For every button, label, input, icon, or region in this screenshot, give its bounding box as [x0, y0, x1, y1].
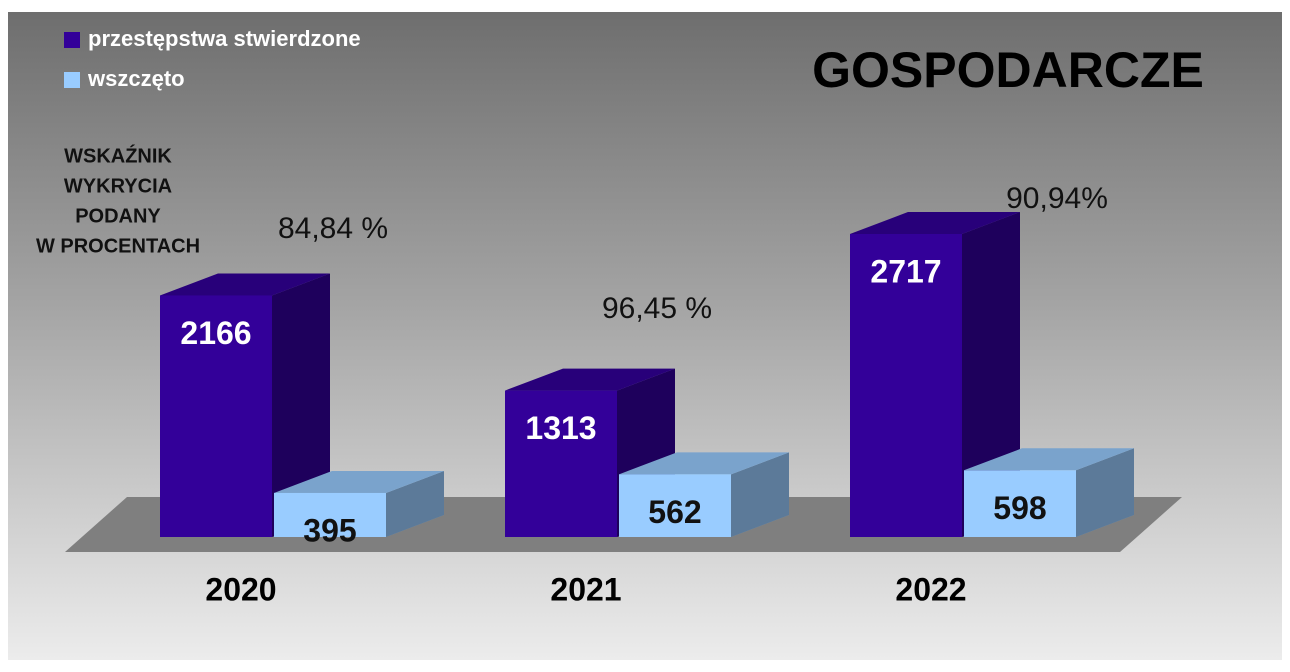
- bar-front: [160, 295, 272, 537]
- value-label: 1313: [525, 410, 596, 446]
- legend-label: wszczęto: [87, 66, 185, 91]
- bar-side-shade: [386, 470, 444, 537]
- bar-top-shade: [964, 448, 1134, 471]
- legend-label: przestępstwa stwierdzone: [88, 26, 361, 51]
- annotation: 96,45 %: [602, 292, 712, 325]
- bar-front: [850, 234, 962, 537]
- bar-top-shade: [619, 452, 789, 475]
- note: WYKRYCIA: [64, 175, 172, 197]
- legend-swatch: [64, 32, 80, 48]
- bar-top-shade: [274, 470, 444, 493]
- bar-front: [619, 474, 731, 537]
- note: W PROCENTACH: [36, 235, 200, 257]
- chart-title: GOSPODARCZE: [812, 42, 1204, 98]
- bar-side: [386, 470, 444, 537]
- annotation: 84,84 %: [278, 212, 388, 245]
- x-tick-label: 2022: [895, 571, 966, 607]
- value-label: 395: [303, 512, 356, 548]
- legend-swatch: [64, 72, 80, 88]
- bar-top-shade: [850, 212, 1020, 234]
- bar-top-shade: [160, 273, 330, 296]
- note: PODANY: [75, 205, 161, 227]
- bar-top: [964, 448, 1134, 471]
- bar-front: [274, 492, 386, 537]
- bar-top: [274, 470, 444, 493]
- bar-top: [619, 452, 789, 475]
- bar-side-shade: [272, 273, 330, 537]
- value-label: 598: [993, 490, 1046, 526]
- bar-side: [731, 452, 789, 537]
- bar-front: [964, 470, 1076, 537]
- annotation: 90,94%: [1006, 182, 1108, 215]
- bar: [964, 448, 1134, 537]
- bar: [619, 452, 789, 537]
- note: WSKAŹNIK: [64, 144, 172, 167]
- value-label: 2166: [180, 315, 251, 351]
- bar: [160, 273, 330, 537]
- bar-top: [505, 368, 675, 391]
- bar-side-shade: [1076, 448, 1134, 537]
- value-label: 2717: [870, 253, 941, 289]
- bar-top-shade: [505, 368, 675, 391]
- value-label: 562: [648, 494, 701, 530]
- bar-top: [850, 212, 1020, 234]
- bar-side: [1076, 448, 1134, 537]
- x-tick-label: 2020: [205, 571, 276, 607]
- bar-side-shade: [731, 452, 789, 537]
- bar: [274, 470, 444, 537]
- bar-front: [505, 390, 617, 537]
- x-tick-label: 2021: [550, 571, 621, 607]
- bar-top: [160, 273, 330, 296]
- bar-side: [272, 273, 330, 537]
